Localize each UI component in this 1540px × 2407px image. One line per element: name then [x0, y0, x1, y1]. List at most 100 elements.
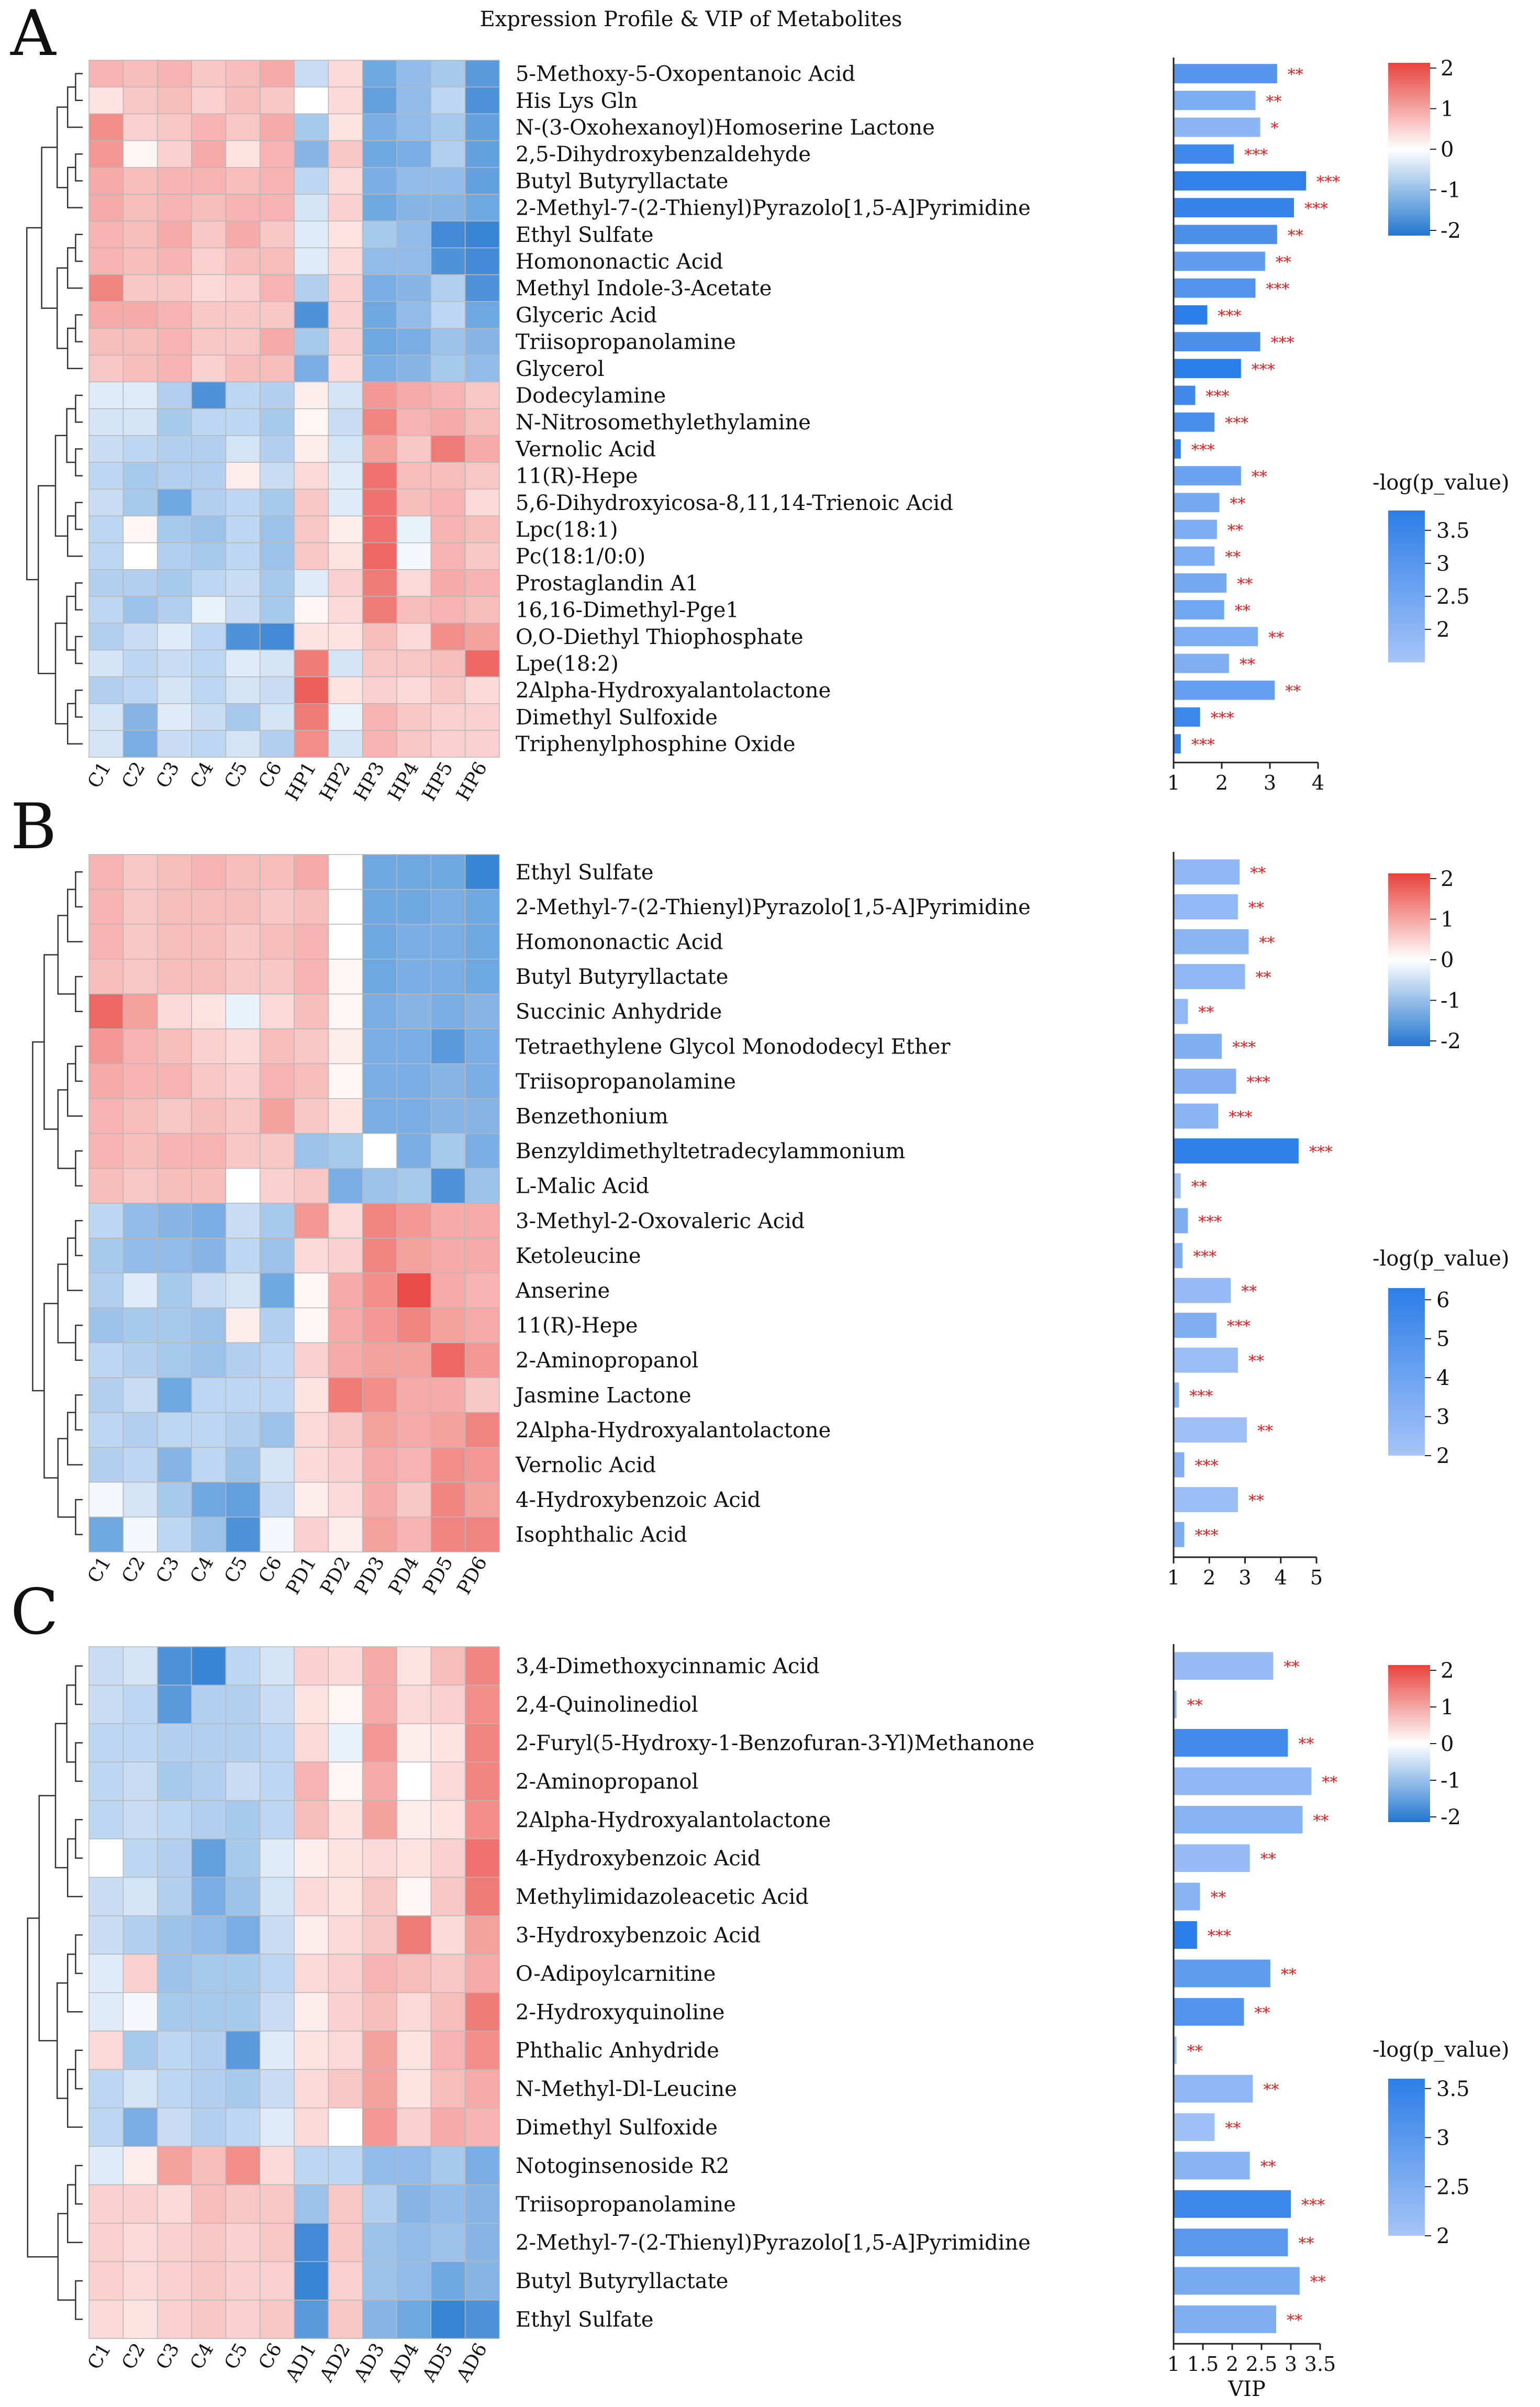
vip-tick-label: 1	[1167, 1566, 1180, 1589]
colorbar-tick-label: -2	[1441, 1805, 1461, 1829]
metabolite-name: Ketoleucine	[516, 1244, 641, 1268]
vip-bar	[1174, 1767, 1312, 1795]
vip-bar	[1174, 2151, 1250, 2180]
heatmap-cell	[88, 1272, 124, 1308]
heatmap-cell	[259, 1342, 295, 1378]
heatmap-cell	[294, 408, 329, 436]
pvalue-legend-tick-label: 3.5	[1436, 2077, 1470, 2101]
heatmap-cell	[362, 1237, 397, 1273]
heatmap-cell	[396, 2223, 432, 2262]
sample-label: AD4	[384, 2339, 423, 2386]
heatmap-cell	[396, 2184, 432, 2224]
heatmap-cell	[122, 1684, 158, 1724]
heatmap-cell	[362, 596, 397, 624]
heatmap-cell	[225, 301, 261, 329]
heatmap-cell	[464, 1203, 500, 1239]
heatmap-cell	[362, 354, 397, 383]
heatmap-cell	[259, 703, 295, 731]
heatmap-cell	[88, 1412, 124, 1448]
heatmap-cell	[362, 1915, 397, 1955]
heatmap-cell	[328, 462, 363, 490]
heatmap-cell	[294, 1168, 329, 1204]
heatmap-cell	[191, 301, 227, 329]
vip-bar	[1174, 929, 1249, 955]
heatmap-cell	[88, 1098, 124, 1134]
heatmap-cell	[294, 274, 329, 302]
sample-label: AD3	[350, 2339, 389, 2386]
vip-bar	[1174, 305, 1208, 325]
vip-tick-label: 3	[1264, 771, 1276, 794]
vip-bar	[1174, 1278, 1231, 1303]
dendrogram-branch	[75, 73, 83, 102]
heatmap-cell	[122, 924, 158, 960]
heatmap-cell	[157, 247, 192, 275]
heatmap-cell	[294, 1203, 329, 1239]
heatmap-cell	[362, 489, 397, 517]
sample-label: C3	[152, 1553, 184, 1587]
dendrogram-branch	[56, 1982, 68, 2099]
heatmap-cell	[464, 2069, 500, 2109]
heatmap-cell	[362, 1838, 397, 1878]
metabolite-name: O-Adipoylcarnitine	[516, 1962, 716, 1986]
heatmap-cell	[122, 1203, 158, 1239]
heatmap-cell	[430, 86, 466, 115]
metabolite-name: Benzyldimethyltetradecylammonium	[516, 1139, 905, 1163]
significance-stars: **	[1248, 1492, 1264, 1510]
heatmap-cell	[430, 1915, 466, 1955]
heatmap-cell	[396, 1723, 432, 1762]
heatmap-cell	[362, 1482, 397, 1518]
heatmap-cell	[157, 1377, 192, 1413]
heatmap-cell	[328, 1646, 363, 1686]
heatmap-cell	[362, 2069, 397, 2109]
heatmap-cell	[122, 993, 158, 1029]
pvalue-legend-title: -log(p_value)	[1372, 471, 1509, 495]
heatmap-cell	[294, 435, 329, 463]
sample-label: PD3	[351, 1553, 389, 1598]
vip-bar	[1174, 1103, 1219, 1129]
heatmap-cell	[259, 2069, 295, 2109]
heatmap-cell	[294, 854, 329, 890]
heatmap-cell	[294, 1954, 329, 1993]
heatmap-cell	[294, 1915, 329, 1955]
heatmap-cell	[157, 1992, 192, 2032]
heatmap-cell	[464, 649, 500, 678]
heatmap-cell	[362, 1203, 397, 1239]
heatmap-cell	[225, 2184, 261, 2224]
heatmap-cell	[259, 993, 295, 1029]
heatmap-cell	[191, 1954, 227, 1993]
heatmap-cell	[88, 1168, 124, 1204]
heatmap-cell	[191, 1063, 227, 1099]
heatmap-cell	[191, 435, 227, 463]
heatmap-cell	[294, 328, 329, 356]
heatmap-cell	[122, 2107, 158, 2147]
dendrogram-branch	[56, 106, 68, 188]
significance-stars: ***	[1304, 200, 1328, 218]
heatmap-cell	[430, 569, 466, 597]
heatmap-cell	[259, 247, 295, 275]
heatmap-cell	[430, 1168, 466, 1204]
heatmap-cell	[396, 515, 432, 543]
heatmap-cell	[191, 2031, 227, 2070]
heatmap-cell	[225, 113, 261, 141]
heatmap-cell	[88, 1954, 124, 1993]
heatmap-cell	[157, 1412, 192, 1448]
dendrogram-branch	[66, 1684, 76, 1763]
heatmap-cell	[259, 274, 295, 302]
heatmap-cell	[362, 1877, 397, 1916]
heatmap-cell	[294, 1684, 329, 1724]
heatmap-cell	[430, 959, 466, 995]
heatmap-cell	[191, 381, 227, 409]
heatmap-cell	[396, 1272, 432, 1308]
colorbar-tick-label: -1	[1441, 1769, 1461, 1793]
heatmap-cell	[328, 924, 363, 960]
significance-stars: **	[1241, 1283, 1257, 1301]
heatmap-cell	[122, 889, 158, 925]
heatmap-cell	[191, 854, 227, 890]
heatmap-cell	[328, 1877, 363, 1916]
heatmap-cell	[88, 2223, 124, 2262]
heatmap-cell	[294, 1028, 329, 1064]
pvalue-legend-tick-label: 3	[1436, 1405, 1449, 1429]
heatmap-cell	[259, 1877, 295, 1916]
significance-stars: **	[1313, 1812, 1329, 1830]
heatmap-cell	[191, 730, 227, 758]
